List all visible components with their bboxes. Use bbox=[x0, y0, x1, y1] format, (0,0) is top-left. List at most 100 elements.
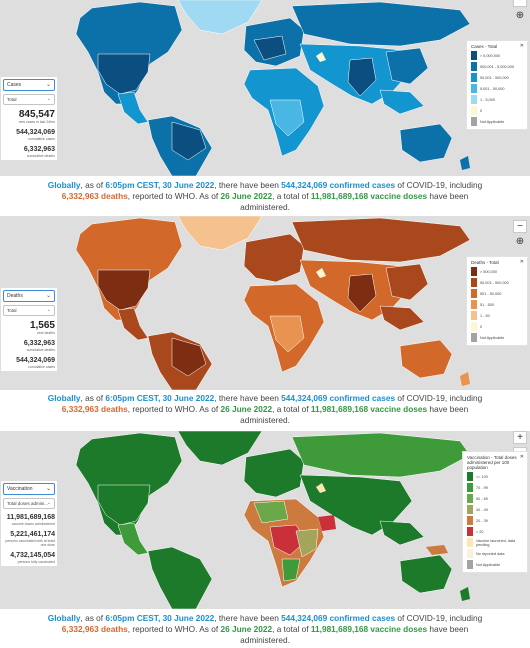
summary-deaths: 6,332,963 deaths bbox=[61, 191, 128, 201]
legend-label: 5,001 - 50,000 bbox=[480, 86, 505, 91]
summary-timestamp: 6:05pm CEST, 30 June 2022 bbox=[105, 393, 215, 403]
legend-label: 50 - 69 bbox=[476, 496, 488, 501]
stat-caption: cumulative cases bbox=[28, 365, 55, 369]
stat-caption: cumulative deaths bbox=[26, 348, 55, 352]
stat-block: 544,324,069 cumulative cases bbox=[3, 129, 55, 141]
summary-timestamp: 6:05pm CEST, 30 June 2022 bbox=[105, 613, 215, 623]
legend-swatch bbox=[471, 322, 477, 331]
legend-title: Deaths - Total ✕ bbox=[471, 259, 524, 266]
legend-label: Not Applicable bbox=[476, 562, 501, 567]
cases-dashboard-panel: − ⊕ Cases ⌄ Total ⌄ 845,547 new cases in… bbox=[0, 0, 530, 216]
legend-label: No reported data bbox=[476, 551, 505, 556]
stat-caption: persons fully vaccinated bbox=[17, 560, 55, 564]
summary-vaccine-doses: 11,981,689,168 vaccine doses bbox=[310, 624, 428, 634]
legend-label: 500,001 - 5,000,000 bbox=[480, 64, 514, 69]
legend-item: 1 - 5,000 bbox=[471, 95, 524, 104]
stat-value: 1,565 bbox=[29, 320, 55, 331]
mode-dropdown[interactable]: Total ⌄ bbox=[3, 94, 55, 105]
legend-item: 50,001 - 500,000 bbox=[471, 278, 524, 287]
summary-text: , a total of bbox=[272, 191, 311, 201]
cases-legend: Cases - Total ✕ > 5,000,000 500,001 - 5,… bbox=[466, 40, 528, 130]
legend-item: 50 - 69 bbox=[467, 494, 524, 503]
stat-block: 11,981,689,168 vaccine doses administere… bbox=[3, 514, 55, 526]
summary-globally: Globally bbox=[47, 613, 81, 623]
vaccination-metric-selector: Vaccination ⌄ Total doses admini... ⌄ 11… bbox=[1, 481, 57, 566]
legend-title-text: Deaths - Total bbox=[471, 260, 499, 265]
summary-globally: Globally bbox=[47, 393, 81, 403]
summary-confirmed-cases: 544,324,069 confirmed cases bbox=[281, 393, 396, 403]
legend-item: Not Applicable bbox=[467, 560, 524, 569]
legend-swatch bbox=[467, 494, 473, 503]
stat-value: 845,547 bbox=[18, 109, 55, 120]
deaths-world-map[interactable]: − ⊕ bbox=[0, 216, 530, 390]
legend-item: 40 - 49 bbox=[467, 505, 524, 514]
legend-label: 50,001 - 500,000 bbox=[480, 75, 509, 80]
summary-globally: Globally bbox=[47, 180, 81, 190]
legend-swatch bbox=[471, 117, 477, 126]
chevron-down-icon: ⌄ bbox=[45, 293, 51, 299]
legend-title: Cases - Total ✕ bbox=[471, 43, 524, 50]
deaths-metric-selector: Deaths ⌄ Total ⌄ 1,565 new deaths 6,332,… bbox=[1, 288, 57, 371]
close-icon[interactable]: ✕ bbox=[519, 43, 524, 49]
stat-caption: vaccine doses administered bbox=[11, 522, 55, 526]
summary-text: , there have been bbox=[214, 393, 282, 403]
legend-item: > 500,000 bbox=[471, 267, 524, 276]
legend-label: 1 - 5,000 bbox=[480, 97, 495, 102]
stat-value: 5,221,461,174 bbox=[10, 531, 55, 538]
legend-label: 50,001 - 500,000 bbox=[480, 280, 509, 285]
legend-swatch bbox=[471, 300, 477, 309]
deaths-legend: Deaths - Total ✕ > 500,000 50,001 - 500,… bbox=[466, 256, 528, 346]
metric-dropdown-value: Cases bbox=[7, 82, 22, 88]
legend-swatch bbox=[467, 538, 473, 547]
legend-label: 0 bbox=[480, 324, 483, 329]
metric-dropdown[interactable]: Cases ⌄ bbox=[3, 79, 55, 91]
legend-title-text: Vaccination - Total doses administered p… bbox=[467, 455, 517, 470]
legend-label: Not Applicable bbox=[480, 335, 505, 340]
global-summary-text: Globally, as of 6:05pm CEST, 30 June 202… bbox=[0, 393, 530, 426]
legend-swatch bbox=[467, 483, 473, 492]
zoom-in-button[interactable]: + bbox=[513, 431, 527, 444]
zoom-out-button[interactable]: − bbox=[513, 0, 527, 7]
zoom-out-button[interactable]: − bbox=[513, 220, 527, 233]
legend-item: Not Applicable bbox=[471, 117, 524, 126]
legend-swatch bbox=[471, 267, 477, 276]
legend-label: Vaccine launched, data pending bbox=[476, 538, 516, 547]
summary-text: , a total of bbox=[272, 404, 311, 414]
chevron-down-icon: ⌄ bbox=[45, 82, 51, 88]
legend-label: 40 - 49 bbox=[476, 507, 488, 512]
cases-world-map[interactable]: − ⊕ bbox=[0, 0, 530, 176]
chevron-down-icon: ⌄ bbox=[45, 486, 51, 492]
summary-text: of COVID-19, including bbox=[395, 613, 483, 623]
stat-block: 6,332,963 cumulative deaths bbox=[3, 340, 55, 352]
close-icon[interactable]: ✕ bbox=[519, 454, 524, 460]
summary-text: , reported to WHO. As of bbox=[127, 404, 221, 414]
globe-icon[interactable]: ⊕ bbox=[515, 10, 525, 21]
metric-dropdown[interactable]: Vaccination ⌄ bbox=[3, 483, 55, 495]
stat-caption: new deaths bbox=[37, 331, 55, 335]
vaccination-world-map[interactable]: + − ⊕ bbox=[0, 431, 530, 609]
legend-swatch bbox=[471, 311, 477, 320]
legend-swatch bbox=[467, 505, 473, 514]
deaths-dashboard-panel: − ⊕ Deaths ⌄ Total ⌄ 1,565 new deaths 6,… bbox=[0, 216, 530, 431]
close-icon[interactable]: ✕ bbox=[519, 259, 524, 265]
metric-dropdown[interactable]: Deaths ⌄ bbox=[3, 290, 55, 302]
summary-text: , as of bbox=[80, 613, 106, 623]
legend-label: > 5,000,000 bbox=[480, 53, 501, 58]
mode-dropdown[interactable]: Total doses admini... ⌄ bbox=[3, 498, 55, 509]
cases-metric-selector: Cases ⌄ Total ⌄ 845,547 new cases in las… bbox=[1, 77, 57, 160]
summary-vaccine-date: 26 June 2022 bbox=[220, 624, 273, 634]
legend-item: 20 - 39 bbox=[467, 516, 524, 525]
legend-label: 20 - 39 bbox=[476, 518, 488, 523]
legend-item: < 20 bbox=[467, 527, 524, 536]
stat-block: 6,332,963 cumulative deaths bbox=[3, 146, 55, 158]
summary-vaccine-date: 26 June 2022 bbox=[220, 404, 273, 414]
legend-item: 500,001 - 5,000,000 bbox=[471, 62, 524, 71]
vaccination-dashboard-panel: + − ⊕ Vaccination ⌄ Total doses admini..… bbox=[0, 431, 530, 648]
legend-item: 51 - 500 bbox=[471, 300, 524, 309]
summary-text: , there have been bbox=[214, 613, 282, 623]
globe-icon[interactable]: ⊕ bbox=[515, 236, 525, 247]
legend-label: 51 - 500 bbox=[480, 302, 494, 307]
mode-dropdown[interactable]: Total ⌄ bbox=[3, 305, 55, 316]
summary-text: have been administered. bbox=[240, 191, 469, 212]
metric-dropdown-value: Vaccination bbox=[7, 486, 33, 492]
